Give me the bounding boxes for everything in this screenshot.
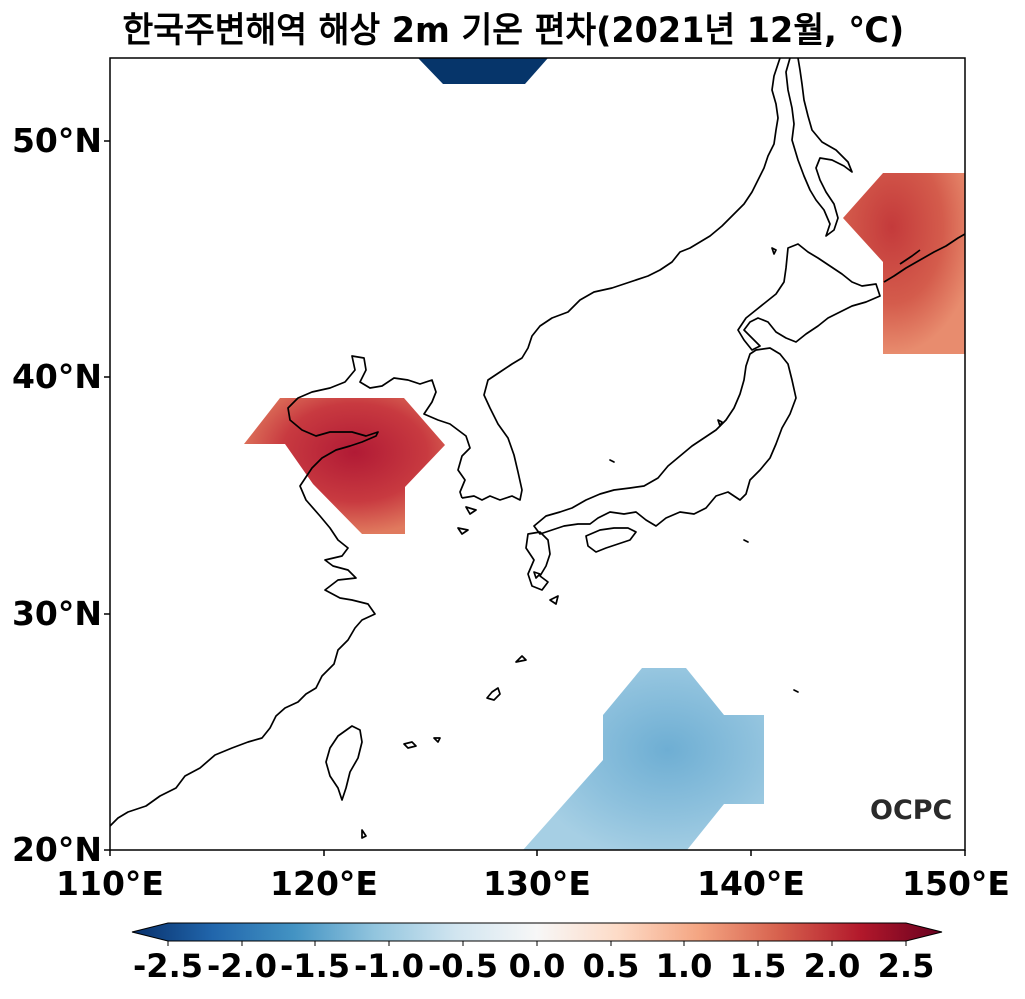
colorbar-tick-label: -1.0 [354,947,424,985]
ocpc-logo: OCPC [870,795,953,826]
anomaly-region-south-japan [523,668,764,850]
x-tick-label: 130°E [483,864,591,903]
axis-ticks [104,140,966,856]
coastline-korea [461,58,781,501]
map-area [110,58,965,850]
colorbar-tick-label: 0.5 [582,947,640,985]
colorbar-tick-label: -2.5 [133,947,203,985]
x-tick-label: 110°E [56,864,164,903]
colorbar-ticks [167,941,907,946]
coastline-hokkaido [737,243,881,351]
coastline-shikoku [585,527,637,553]
colorbar [131,922,943,942]
y-tick-label: 40°N [11,357,102,396]
coastlines [110,58,965,839]
coastline-sakhalin [785,58,853,237]
colorbar-tick-label: 1.0 [655,947,713,985]
colorbar-tick-label: -1.5 [280,947,350,985]
anomaly-region-hokkaido-east [843,173,965,354]
anomaly-region-yellow-sea [244,398,445,534]
y-tick-label: 30°N [11,594,102,633]
coastline-china [110,355,471,827]
map-title: 한국주변해역 해상 2m 기온 편차(2021년 12월, ℃) [122,11,905,51]
colorbar-tick-label: 1.5 [729,947,787,985]
x-tick-label: 120°E [270,864,378,903]
coastline-taiwan [325,725,363,801]
colorbar-tick-label: 2.5 [877,947,935,985]
colorbar-tick-label: -0.5 [428,947,498,985]
colorbar-tick-label: 2.0 [803,947,861,985]
y-tick-label: 20°N [11,830,102,869]
coastline-kurils [883,233,965,283]
coastline-kyushu [525,531,551,591]
x-tick-label: 140°E [697,864,805,903]
colorbar-tick-label: 0.0 [508,947,566,985]
colorbar-tick-label: -2.0 [207,947,277,985]
y-tick-label: 50°N [11,121,102,160]
coastline-honshu [533,347,797,535]
x-tick-label: 150°E [902,864,1010,903]
anomaly-region-top-strip [418,58,548,84]
